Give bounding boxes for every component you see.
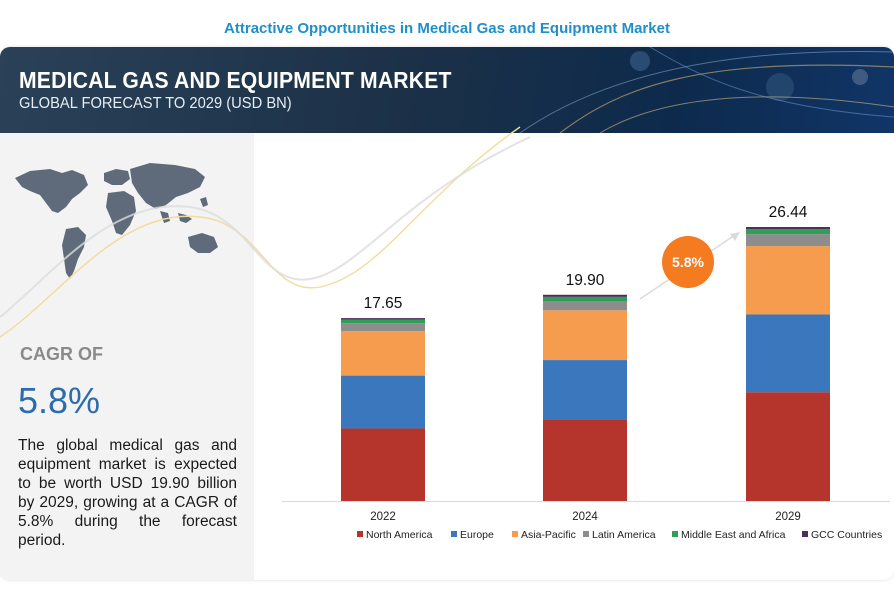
cagr-bubble-label: 5.8% — [672, 254, 704, 270]
bars-group — [282, 227, 890, 502]
decorative-swoosh — [0, 126, 531, 338]
cagr-value: 5.8% — [18, 380, 101, 421]
x-tick-2022: 2022 — [370, 511, 396, 523]
legend-label-europe: Europe — [460, 529, 494, 541]
total-label-2022: 17.65 — [364, 295, 403, 312]
legend-swatch-latin-america — [583, 531, 589, 537]
banner-decoration — [519, 47, 894, 133]
bar-segment-2022-north-america — [341, 428, 425, 501]
x-tick-labels-group: 2022 2024 2029 — [370, 511, 801, 523]
page-title: Attractive Opportunities in Medical Gas … — [224, 20, 670, 37]
legend: North America Europe Asia-Pacific Latin Ame… — [357, 529, 882, 541]
bar-segment-2029-north-america — [746, 392, 830, 501]
bar-segment-2029-middle-east-and-africa — [746, 228, 830, 235]
banner: MEDICAL GAS AND EQUIPMENT MARKET GLOBAL … — [0, 47, 894, 133]
legend-label-north-america: North America — [366, 529, 433, 541]
legend-label-middle-east-and-africa: Middle East and Africa — [681, 529, 786, 541]
banner-title: MEDICAL GAS AND EQUIPMENT MARKET — [19, 67, 452, 93]
bar-segment-2029-latin-america — [746, 234, 830, 247]
bar-segment-2024-north-america — [543, 419, 627, 501]
bar-segment-2024-gcc-countries — [543, 294, 627, 297]
legend-swatch-middle-east-and-africa — [672, 531, 678, 537]
bar-segment-2022-middle-east-and-africa — [341, 319, 425, 324]
legend-label-asia-pacific: Asia-Pacific — [521, 529, 576, 541]
legend-swatch-europe — [451, 531, 457, 537]
x-tick-2024: 2024 — [572, 511, 598, 523]
bar-segment-2029-gcc-countries — [746, 227, 830, 229]
bar-segment-2022-gcc-countries — [341, 318, 425, 320]
bar-segment-2022-asia-pacific — [341, 331, 425, 376]
stacked-bar-chart: 17.65 19.90 26.44 2022 2024 2029 5.8% North … — [0, 126, 890, 541]
bar-segment-2024-europe — [543, 360, 627, 420]
market-description: The global medical gas and equipment mar… — [18, 437, 237, 549]
total-label-2024: 19.90 — [566, 272, 605, 289]
legend-label-gcc-countries: GCC Countries — [811, 529, 882, 541]
bar-segment-2029-asia-pacific — [746, 246, 830, 315]
cagr-bubble — [662, 236, 714, 288]
infographic-card: MEDICAL GAS AND EQUIPMENT MARKET GLOBAL … — [0, 47, 894, 580]
x-tick-2029: 2029 — [775, 511, 801, 523]
bar-segment-2024-latin-america — [543, 300, 627, 311]
bar-segment-2029-europe — [746, 314, 830, 393]
cagr-annotation: 5.8% — [639, 232, 740, 300]
left-panel: CAGR OF 5.8% The global medical gas and … — [0, 133, 254, 580]
total-labels-group: 17.65 19.90 26.44 — [364, 204, 808, 312]
bar-segment-2024-middle-east-and-africa — [543, 296, 627, 301]
banner-subtitle: GLOBAL FORECAST TO 2029 (USD BN) — [19, 95, 292, 112]
bar-segment-2024-asia-pacific — [543, 310, 627, 361]
bar-segment-2022-europe — [341, 375, 425, 429]
legend-swatch-gcc-countries — [802, 531, 808, 537]
bar-segment-2022-latin-america — [341, 323, 425, 332]
legend-label-latin-america: Latin America — [592, 529, 656, 541]
legend-swatch-asia-pacific — [512, 531, 518, 537]
legend-swatch-north-america — [357, 531, 363, 537]
cagr-label: CAGR OF — [20, 344, 103, 364]
cagr-arrow-head — [730, 232, 740, 241]
world-map-icon — [15, 163, 218, 279]
total-label-2029: 26.44 — [769, 204, 808, 221]
